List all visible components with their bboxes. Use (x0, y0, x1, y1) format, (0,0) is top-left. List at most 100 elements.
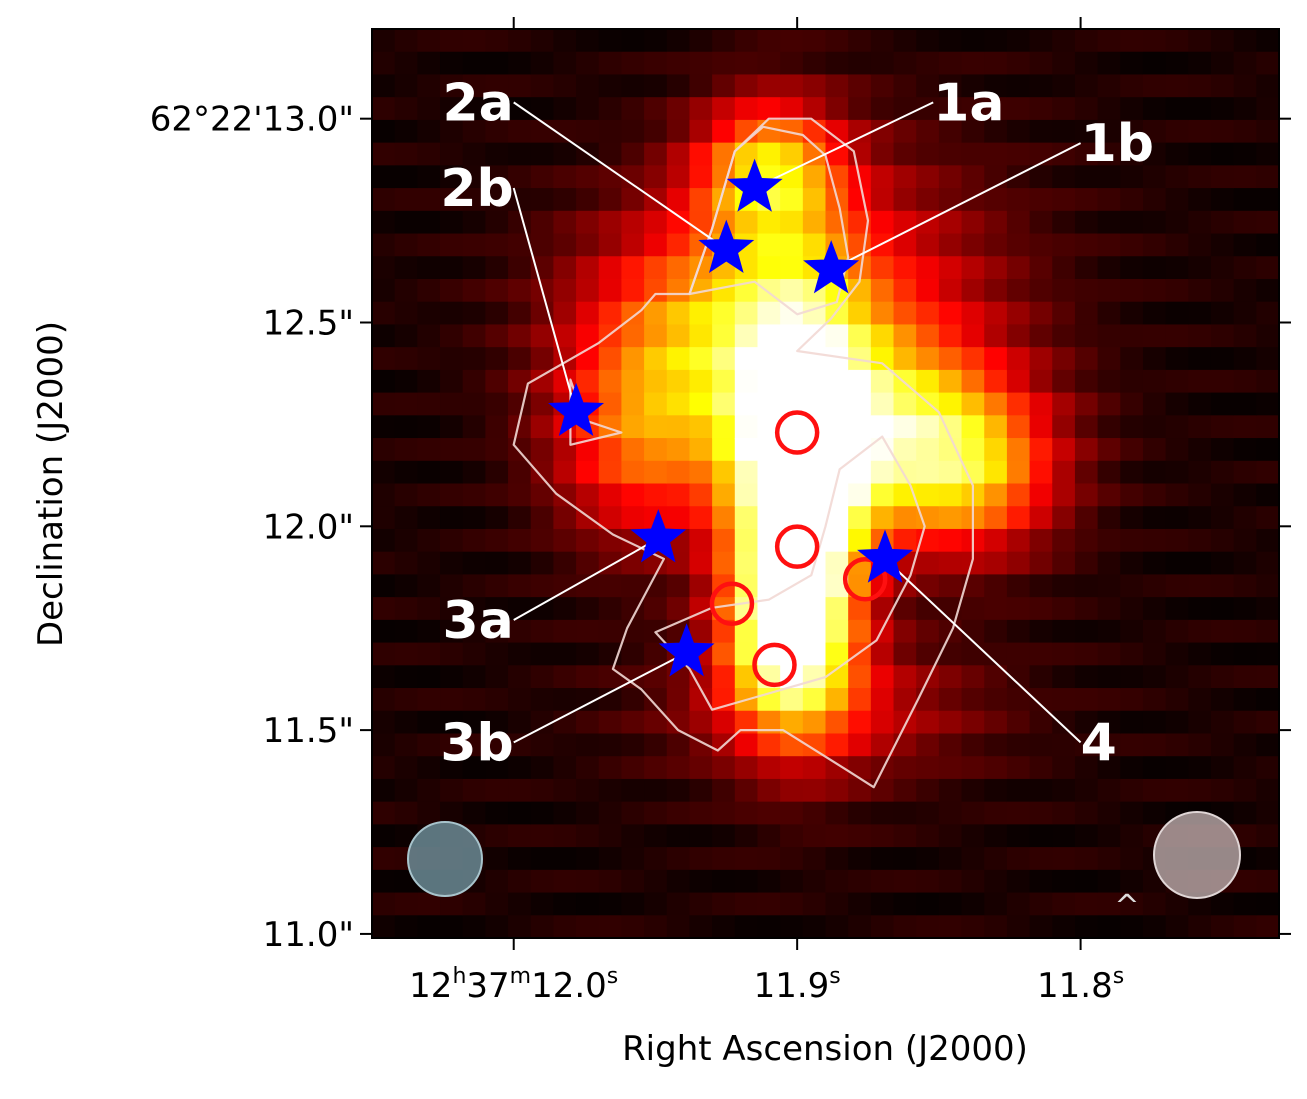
heatmap-pixel (712, 29, 736, 53)
heatmap-pixel (576, 97, 600, 121)
heatmap-pixel (553, 801, 577, 825)
heatmap-pixel (780, 210, 804, 235)
heatmap-pixel (1233, 528, 1257, 553)
heatmap-pixel (893, 778, 917, 803)
heatmap-pixel (1165, 369, 1189, 394)
heatmap-pixel (802, 892, 827, 916)
heatmap-pixel (712, 528, 736, 553)
heatmap-pixel (553, 756, 577, 780)
heatmap-pixel (462, 278, 486, 303)
heatmap-pixel (530, 233, 555, 257)
heatmap-pixel (1233, 233, 1257, 257)
heatmap-pixel (984, 415, 1008, 439)
heatmap-pixel (1142, 29, 1167, 53)
heatmap-pixel (462, 733, 486, 757)
heatmap-pixel (1052, 74, 1076, 98)
heatmap-pixel (1233, 74, 1257, 98)
heatmap-pixel (598, 801, 623, 825)
heatmap-pixel (485, 710, 509, 735)
heatmap-pixel (1097, 119, 1121, 144)
heatmap-pixel (689, 188, 713, 212)
heatmap-pixel (1165, 438, 1189, 462)
heatmap-pixel (1142, 551, 1167, 576)
heatmap-pixel (1210, 97, 1235, 121)
heatmap-pixel (530, 528, 555, 553)
heatmap-pixel (440, 119, 464, 144)
heatmap-pixel (938, 233, 963, 257)
heatmap-pixel (757, 915, 781, 938)
heatmap-pixel (553, 710, 577, 735)
heatmap-pixel (1006, 506, 1031, 530)
heatmap-pixel (1210, 892, 1235, 916)
heatmap-pixel (961, 392, 985, 416)
heatmap-pixel (689, 528, 713, 553)
heatmap-pixel (644, 642, 668, 666)
heatmap-pixel (734, 438, 759, 462)
heatmap-pixel (553, 278, 577, 303)
heatmap-pixel (508, 369, 532, 394)
heatmap-pixel (621, 483, 645, 507)
heatmap-pixel (1210, 483, 1235, 507)
heatmap-pixel (712, 438, 736, 462)
heatmap-pixel (530, 460, 555, 485)
heatmap-pixel (916, 778, 940, 803)
heatmap-pixel (961, 51, 985, 76)
heatmap-pixel (848, 506, 872, 530)
heatmap-pixel (644, 51, 668, 76)
heatmap-pixel (644, 847, 668, 871)
heatmap-pixel (893, 256, 917, 280)
heatmap-pixel (644, 29, 668, 53)
heatmap-pixel (1052, 369, 1076, 394)
heatmap-pixel (1120, 824, 1144, 848)
heatmap-pixel (870, 233, 895, 257)
heatmap-pixel (1256, 801, 1279, 825)
heatmap-pixel (1029, 51, 1053, 76)
heatmap-pixel (1097, 597, 1121, 621)
heatmap-pixel (462, 233, 486, 257)
heatmap-pixel (1074, 551, 1099, 576)
heatmap-pixel (1256, 915, 1279, 938)
heatmap-pixel (916, 324, 940, 348)
heatmap-pixel (440, 733, 464, 757)
heatmap-pixel (394, 29, 418, 53)
heatmap-pixel (1074, 29, 1099, 53)
heatmap-pixel (508, 756, 532, 780)
heatmap-pixel (961, 688, 985, 712)
heatmap-pixel (893, 597, 917, 621)
heatmap-pixel (508, 347, 532, 371)
heatmap-pixel (1165, 142, 1189, 166)
heatmap-pixel (417, 460, 441, 485)
heatmap-pixel (1256, 74, 1279, 98)
heatmap-pixel (1006, 869, 1031, 894)
heatmap-pixel (1029, 824, 1053, 848)
heatmap-pixel (553, 733, 577, 757)
heatmap-pixel (870, 324, 895, 348)
heatmap-pixel (1097, 528, 1121, 553)
heatmap-pixel (1120, 51, 1144, 76)
heatmap-pixel (1188, 369, 1212, 394)
heatmap-pixel (848, 483, 872, 507)
heatmap-pixel (394, 210, 418, 235)
heatmap-pixel (1097, 847, 1121, 871)
heatmap-pixel (1165, 597, 1189, 621)
heatmap-pixel (938, 210, 963, 235)
heatmap-pixel (1142, 142, 1167, 166)
heatmap-pixel (530, 801, 555, 825)
heatmap-pixel (1120, 256, 1144, 280)
heatmap-pixel (553, 119, 577, 144)
heatmap-pixel (961, 415, 985, 439)
heatmap-pixel (417, 551, 441, 576)
heatmap-pixel (1029, 415, 1053, 439)
heatmap-pixel (644, 869, 668, 894)
heatmap-pixel (1029, 324, 1053, 348)
heatmap-pixel (440, 301, 464, 326)
heatmap-pixel (644, 97, 668, 121)
heatmap-pixel (440, 165, 464, 189)
heatmap-pixel (1256, 142, 1279, 166)
star-markers (548, 158, 914, 677)
heatmap-pixel (961, 29, 985, 53)
heatmap-pixel (1006, 278, 1031, 303)
heatmap-pixel (757, 824, 781, 848)
heatmap-pixel (1006, 369, 1031, 394)
beam-ellipse (407, 821, 483, 897)
